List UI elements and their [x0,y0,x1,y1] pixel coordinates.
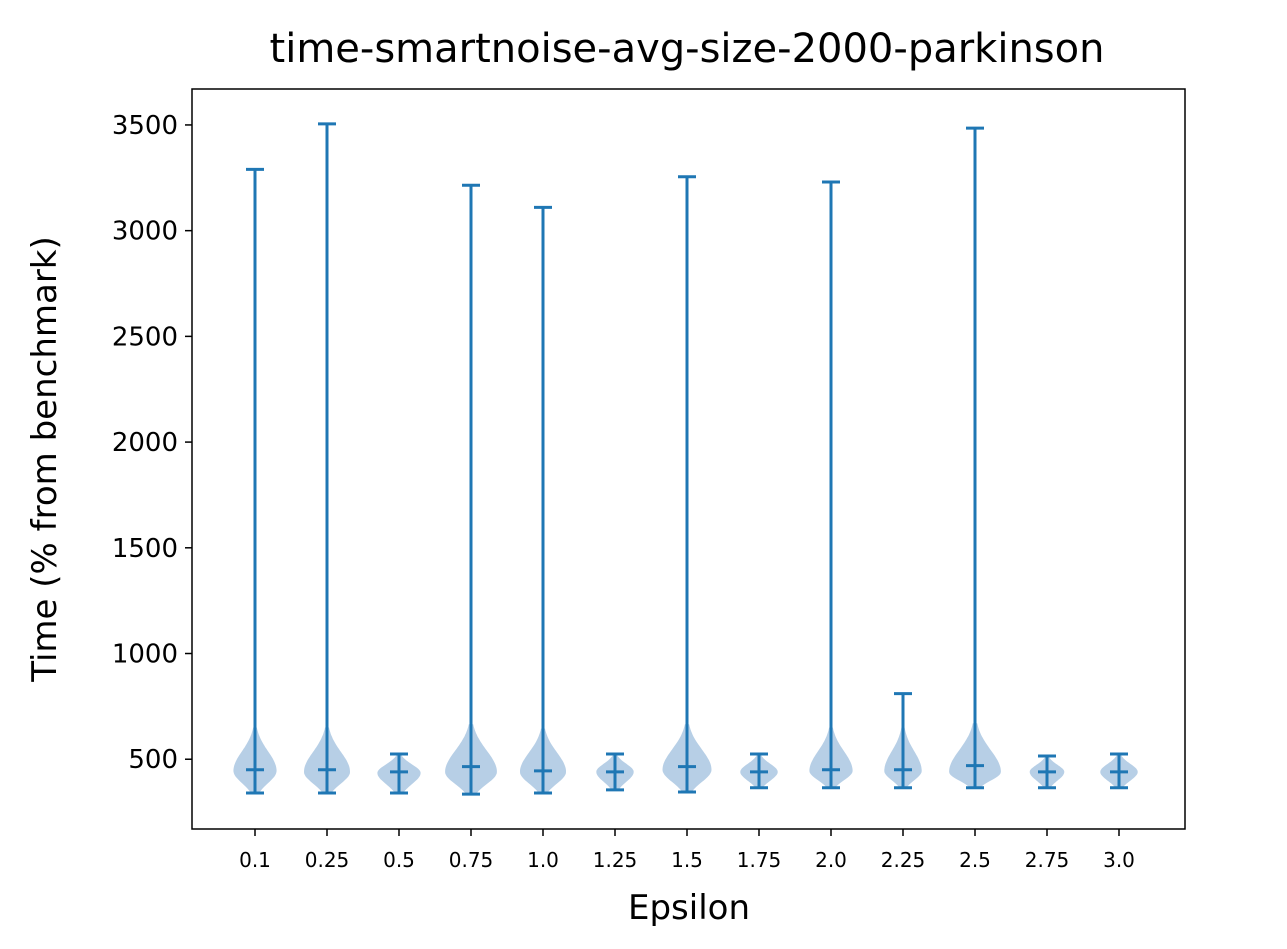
x-tick-label: 2.25 [881,848,926,872]
y-axis: 500 1000 1500 2000 2500 3000 3500 [112,111,192,775]
violin-0.5 [377,752,421,795]
violin-2.75 [1029,754,1065,790]
violin-1.0 [520,205,566,795]
x-tick-label: 1.0 [527,848,559,872]
chart-title: time-smartnoise-avg-size-2000-parkinson [270,26,1105,72]
violin-1.25 [596,752,634,792]
x-tick-label: 2.0 [815,848,847,872]
x-tick-label: 1.25 [593,848,638,872]
x-tick-label: 0.1 [239,848,271,872]
x-axis: 0.1 0.25 0.5 0.75 1.0 1.25 1.5 1.75 2.0 2.25 2.5 2.… [239,829,1135,872]
y-tick-label: 2000 [112,428,178,458]
violin-3.0 [1100,752,1138,790]
x-tick-label: 0.5 [383,848,415,872]
x-tick-label: 3.0 [1103,848,1135,872]
x-tick-label: 0.75 [449,848,494,872]
violin-1.75 [740,752,778,790]
violin-0.25 [304,122,350,795]
plot-frame [191,88,1186,830]
y-axis-label: Time (% from benchmark) [25,236,65,683]
x-tick-label: 1.75 [737,848,782,872]
violin-2.25 [884,692,922,790]
y-tick-label: 2500 [112,322,178,352]
plot-area [191,88,1186,830]
x-axis-label: Epsilon [628,888,750,928]
y-tick-label: 3000 [112,217,178,247]
y-tick-label: 1000 [112,640,178,670]
violin-0.75 [445,183,497,796]
y-tick-label: 3500 [112,111,178,141]
x-tick-label: 2.5 [959,848,991,872]
x-tick-label: 0.25 [305,848,350,872]
y-tick-label: 500 [128,745,178,775]
x-tick-label: 1.5 [671,848,703,872]
violin-1.5 [662,175,712,794]
violin-0.1 [233,167,277,795]
x-tick-label: 2.75 [1025,848,1070,872]
violin-2.0 [809,180,853,790]
violin-2.5 [949,126,1001,790]
y-tick-label: 1500 [112,534,178,564]
